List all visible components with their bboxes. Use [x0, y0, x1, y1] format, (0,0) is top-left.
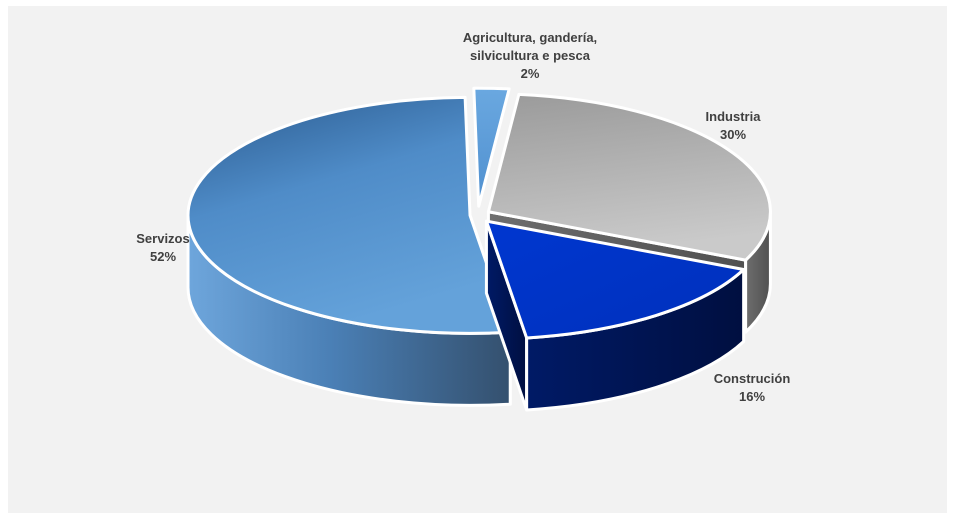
pie-slice-agricultura: [472, 86, 511, 208]
data-label-name: Industria: [706, 109, 762, 124]
data-label-value: 52%: [150, 249, 176, 264]
data-label-value: 16%: [739, 389, 765, 404]
data-label-name: silvicultura e pesca: [470, 48, 591, 63]
pie-slice-servizos: [186, 95, 512, 407]
data-label-name: Servizos: [136, 231, 189, 246]
data-label-value: 30%: [720, 127, 746, 142]
data-label-value: 2%: [521, 66, 540, 81]
data-label-agricultura: Agricultura, gandería, silvicultura e pes…: [463, 30, 597, 81]
data-label-construcion: Construción 16%: [714, 371, 791, 404]
data-label-servizos: Servizos 52%: [136, 231, 189, 264]
pie-slice-top-industria: [486, 92, 772, 262]
pie-slice-top-servizos: [186, 95, 512, 335]
data-label-name: Agricultura, gandería,: [463, 30, 597, 45]
pie-slice-top-construcion: [484, 219, 746, 340]
data-label-industria: Industria 30%: [706, 109, 762, 142]
data-label-name: Construción: [714, 371, 791, 386]
pie-slice-construcion: [484, 219, 746, 412]
pie-slice-top-agricultura: [472, 86, 511, 208]
